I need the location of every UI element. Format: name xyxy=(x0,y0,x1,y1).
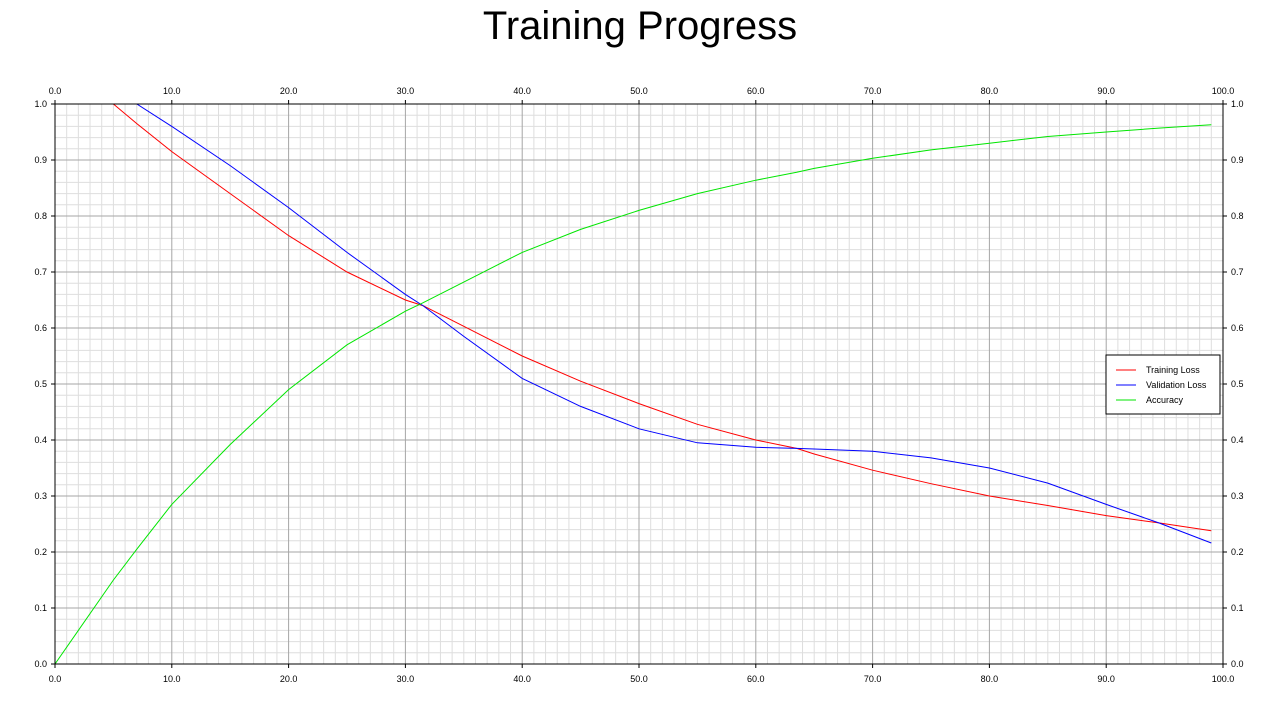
chart-title: Training Progress xyxy=(482,4,798,48)
y-tick-label-right: 0.0 xyxy=(1231,659,1244,669)
legend-label-2: Accuracy xyxy=(1146,395,1184,405)
x-tick-label-top: 90.0 xyxy=(1097,86,1115,96)
ticks: 0.00.010.010.020.020.030.030.040.040.050… xyxy=(34,86,1243,684)
x-tick-label-top: 50.0 xyxy=(630,86,648,96)
plot-lines xyxy=(54,103,1212,665)
x-tick-label-bottom: 90.0 xyxy=(1097,674,1115,684)
y-tick-label-left: 0.1 xyxy=(34,603,47,613)
y-tick-label-right: 0.6 xyxy=(1231,323,1244,333)
y-tick-label-left: 0.0 xyxy=(34,659,47,669)
y-tick-label-right: 0.5 xyxy=(1231,379,1244,389)
series-line-0 xyxy=(55,103,1212,532)
series-line-2 xyxy=(54,124,1212,665)
x-tick-label-bottom: 80.0 xyxy=(981,674,999,684)
legend: Training Loss Validation Loss Accuracy xyxy=(1105,354,1221,415)
y-tick-label-right: 0.1 xyxy=(1231,603,1244,613)
y-tick-label-right: 0.7 xyxy=(1231,267,1244,277)
x-tick-label-bottom: 40.0 xyxy=(513,674,531,684)
y-tick-label-right: 0.8 xyxy=(1231,211,1244,221)
x-tick-label-bottom: 0.0 xyxy=(49,674,62,684)
x-tick-label-top: 30.0 xyxy=(397,86,415,96)
x-tick-label-top: 60.0 xyxy=(747,86,765,96)
y-tick-label-right: 0.3 xyxy=(1231,491,1244,501)
legend-label-1: Validation Loss xyxy=(1146,380,1207,390)
x-tick-label-bottom: 100.0 xyxy=(1212,674,1235,684)
x-tick-label-bottom: 50.0 xyxy=(630,674,648,684)
y-tick-label-left: 1.0 xyxy=(34,99,47,109)
x-tick-label-top: 0.0 xyxy=(49,86,62,96)
x-tick-label-top: 80.0 xyxy=(981,86,999,96)
x-tick-label-top: 40.0 xyxy=(513,86,531,96)
x-tick-label-bottom: 20.0 xyxy=(280,674,298,684)
x-tick-label-bottom: 70.0 xyxy=(864,674,882,684)
y-tick-label-right: 0.4 xyxy=(1231,435,1244,445)
y-tick-label-left: 0.4 xyxy=(34,435,47,445)
x-tick-label-bottom: 60.0 xyxy=(747,674,765,684)
x-tick-label-top: 10.0 xyxy=(163,86,181,96)
x-tick-label-bottom: 10.0 xyxy=(163,674,181,684)
x-tick-label-bottom: 30.0 xyxy=(397,674,415,684)
y-tick-label-left: 0.3 xyxy=(34,491,47,501)
y-tick-label-right: 0.9 xyxy=(1231,155,1244,165)
x-tick-label-top: 20.0 xyxy=(280,86,298,96)
y-tick-label-right: 1.0 xyxy=(1231,99,1244,109)
y-tick-label-left: 0.7 xyxy=(34,267,47,277)
y-tick-label-left: 0.9 xyxy=(34,155,47,165)
y-tick-label-left: 0.2 xyxy=(34,547,47,557)
y-tick-label-left: 0.6 xyxy=(34,323,47,333)
legend-label-0: Training Loss xyxy=(1146,365,1200,375)
y-tick-label-left: 0.8 xyxy=(34,211,47,221)
x-tick-label-top: 70.0 xyxy=(864,86,882,96)
y-tick-label-left: 0.5 xyxy=(34,379,47,389)
y-tick-label-right: 0.2 xyxy=(1231,547,1244,557)
series-line-1 xyxy=(55,103,1212,544)
x-tick-label-top: 100.0 xyxy=(1212,86,1235,96)
